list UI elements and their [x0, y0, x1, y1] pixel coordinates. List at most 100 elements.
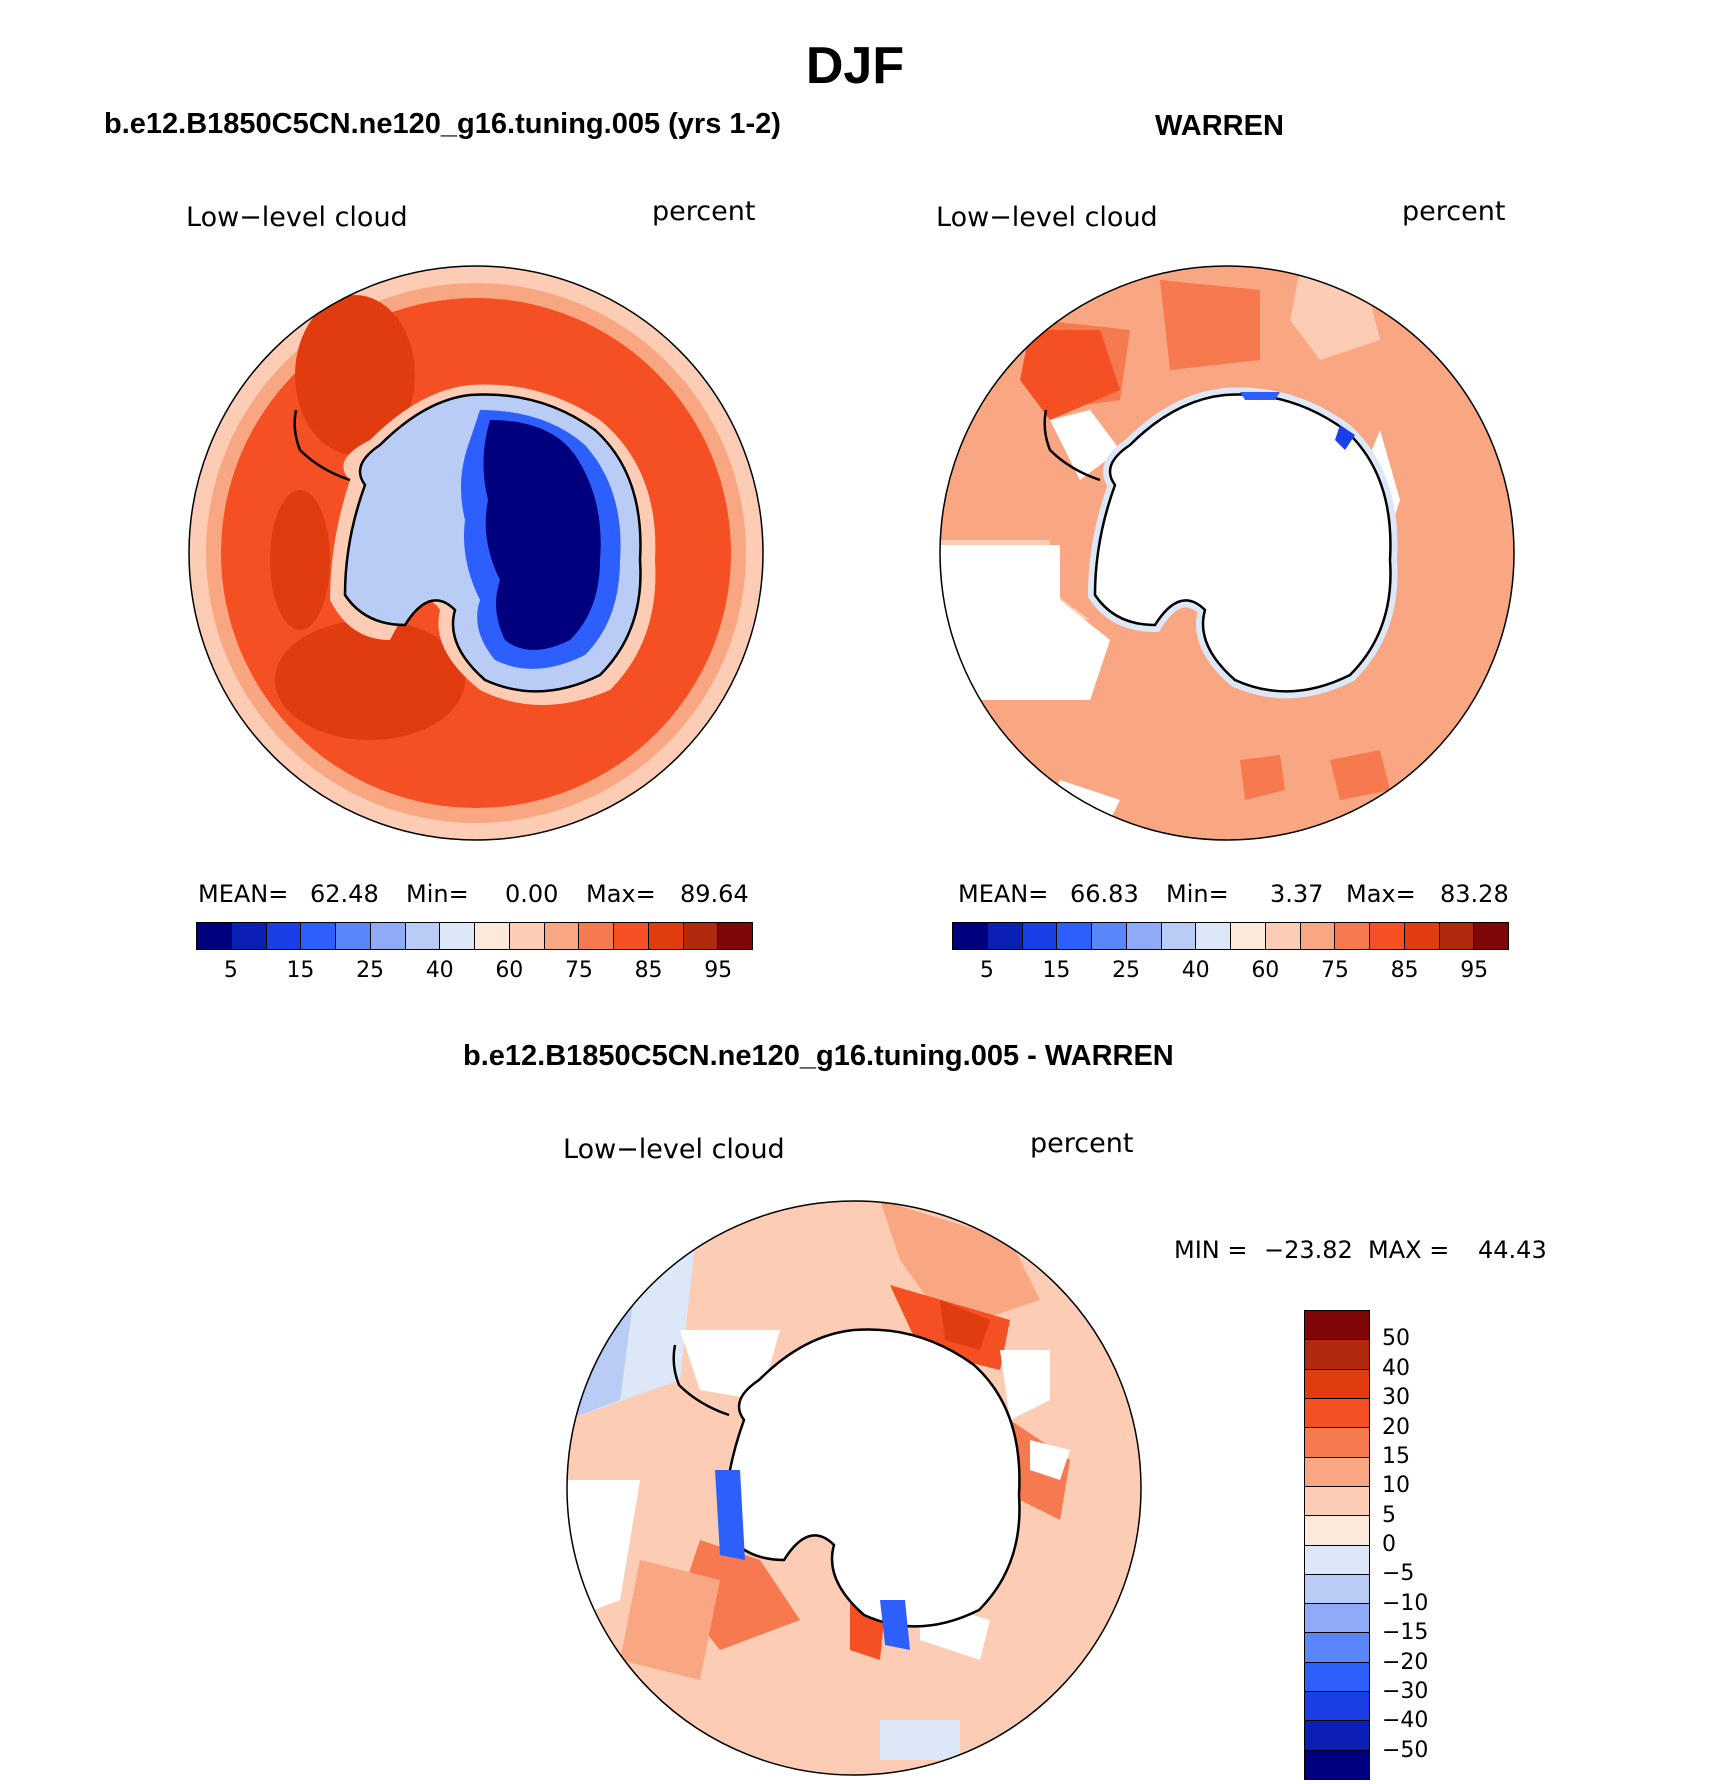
- colorbar-tick-label: −40: [1382, 1708, 1429, 1734]
- colorbar-tick-label: −10: [1382, 1590, 1429, 1616]
- colorbar-swatch: [1305, 1398, 1369, 1429]
- diff-min-label: MIN =: [1174, 1236, 1248, 1264]
- colorbar-swatch: [1305, 1428, 1369, 1458]
- colorbar-tick-label: 85: [634, 958, 663, 983]
- colorbar-tick-label: −15: [1382, 1620, 1429, 1646]
- colorbar-tick-label: 50: [1382, 1326, 1410, 1352]
- model-max-label: Max=: [586, 880, 656, 908]
- colorbar-swatch: [1305, 1574, 1369, 1605]
- colorbar-swatch: [1305, 1457, 1369, 1487]
- colorbar-tick-label: 25: [356, 958, 385, 983]
- colorbar-swatch: [231, 923, 267, 949]
- colorbar-swatch: [1305, 1311, 1369, 1341]
- obs-variable-label: Low−level cloud: [936, 202, 1158, 233]
- colorbar-tick-label: 15: [1382, 1443, 1410, 1469]
- colorbar-swatch: [718, 923, 752, 949]
- colorbar-tick-label: 75: [564, 958, 593, 983]
- colorbar-tick-label: 85: [1390, 958, 1419, 983]
- colorbar-tick-label: −5: [1382, 1561, 1415, 1587]
- diff-variable-label: Low−level cloud: [563, 1134, 785, 1165]
- colorbar-swatch: [405, 923, 441, 949]
- model-units-label: percent: [652, 196, 756, 227]
- colorbar-tick-label: −30: [1382, 1678, 1429, 1704]
- colorbar-swatch: [475, 923, 510, 949]
- model-colorbar: [196, 922, 753, 950]
- colorbar-swatch: [1161, 923, 1197, 949]
- colorbar-tick-label: 60: [1251, 958, 1280, 983]
- colorbar-tick-label: 25: [1112, 958, 1141, 983]
- colorbar-swatch: [1300, 923, 1336, 949]
- obs-mean-value: 66.83: [1070, 880, 1139, 908]
- colorbar-tick-label: −20: [1382, 1649, 1429, 1675]
- colorbar-swatch: [1265, 923, 1301, 949]
- model-mean-label: MEAN=: [198, 880, 289, 908]
- diff-panel-title: b.e12.B1850C5CN.ne120_g16.tuning.005 - W…: [463, 1040, 1174, 1072]
- diff-min-value: −23.82: [1264, 1236, 1353, 1264]
- colorbar-tick-label: 5: [1382, 1502, 1396, 1528]
- colorbar-swatch: [1370, 923, 1405, 949]
- diff-max-value: 44.43: [1478, 1236, 1547, 1264]
- colorbar-swatch: [1305, 1604, 1369, 1634]
- model-mean-value: 62.48: [310, 880, 379, 908]
- main-title: DJF: [805, 37, 905, 95]
- diff-colorbar: [1304, 1310, 1370, 1780]
- colorbar-tick-label: 60: [495, 958, 524, 983]
- colorbar-tick-label: 75: [1320, 958, 1349, 983]
- colorbar-swatch: [544, 923, 580, 949]
- obs-colorbar: [952, 922, 1509, 950]
- colorbar-swatch: [370, 923, 406, 949]
- colorbar-swatch: [1474, 923, 1508, 949]
- colorbar-swatch: [1305, 1662, 1369, 1693]
- colorbar-tick-label: 40: [1181, 958, 1210, 983]
- model-min-value: 0.00: [505, 880, 559, 908]
- colorbar-swatch: [1404, 923, 1440, 949]
- colorbar-swatch: [1439, 923, 1475, 949]
- colorbar-swatch: [440, 923, 475, 949]
- colorbar-swatch: [683, 923, 719, 949]
- colorbar-swatch: [301, 923, 336, 949]
- obs-units-label: percent: [1402, 196, 1506, 227]
- obs-panel-title: WARREN: [1155, 110, 1284, 142]
- colorbar-swatch: [1126, 923, 1162, 949]
- colorbar-swatch: [1022, 923, 1058, 949]
- colorbar-tick-label: 95: [704, 958, 733, 983]
- colorbar-tick-label: 30: [1382, 1385, 1410, 1411]
- colorbar-swatch: [509, 923, 545, 949]
- colorbar-tick-label: −50: [1382, 1737, 1429, 1763]
- model-panel-title: b.e12.B1850C5CN.ne120_g16.tuning.005 (yr…: [104, 108, 781, 140]
- colorbar-swatch: [1335, 923, 1370, 949]
- obs-min-value: 3.37: [1270, 880, 1324, 908]
- colorbar-swatch: [1092, 923, 1127, 949]
- colorbar-tick-label: 5: [223, 958, 238, 983]
- colorbar-swatch: [1057, 923, 1092, 949]
- obs-max-label: Max=: [1346, 880, 1416, 908]
- model-variable-label: Low−level cloud: [186, 202, 408, 233]
- obs-mean-label: MEAN=: [958, 880, 1049, 908]
- colorbar-swatch: [614, 923, 649, 949]
- colorbar-tick-label: 10: [1382, 1473, 1410, 1499]
- colorbar-swatch: [648, 923, 684, 949]
- colorbar-swatch: [987, 923, 1023, 949]
- colorbar-tick-label: 15: [1042, 958, 1071, 983]
- colorbar-swatch: [953, 923, 988, 949]
- colorbar-swatch: [197, 923, 232, 949]
- colorbar-swatch: [1305, 1516, 1369, 1546]
- colorbar-swatch: [1305, 1340, 1369, 1370]
- obs-max-value: 83.28: [1440, 880, 1509, 908]
- colorbar-tick-label: 40: [1382, 1355, 1410, 1381]
- colorbar-tick-label: 0: [1382, 1532, 1396, 1557]
- colorbar-swatch: [336, 923, 371, 949]
- colorbar-swatch: [1305, 1721, 1369, 1751]
- colorbar-tick-label: 40: [425, 958, 454, 983]
- colorbar-swatch: [1196, 923, 1231, 949]
- colorbar-swatch: [1305, 1545, 1369, 1575]
- colorbar-tick-label: 15: [286, 958, 315, 983]
- colorbar-swatch: [1231, 923, 1266, 949]
- colorbar-swatch: [1305, 1750, 1369, 1779]
- colorbar-swatch: [579, 923, 614, 949]
- obs-min-label: Min=: [1166, 880, 1229, 908]
- colorbar-swatch: [1305, 1633, 1369, 1663]
- colorbar-tick-label: 5: [979, 958, 994, 983]
- colorbar-swatch: [1305, 1369, 1369, 1399]
- diff-units-label: percent: [1030, 1128, 1134, 1159]
